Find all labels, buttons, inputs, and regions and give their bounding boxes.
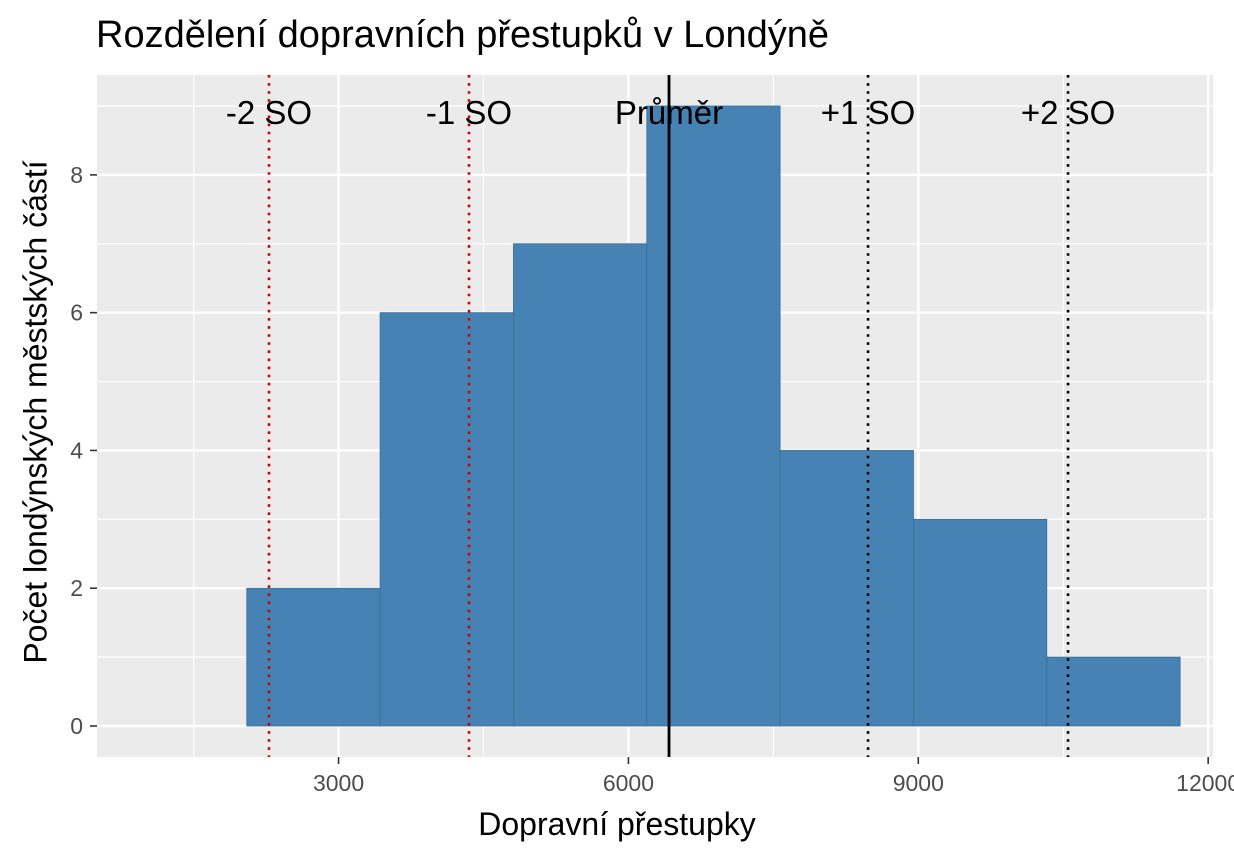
x-tick-label: 3000 [313, 770, 364, 796]
reference-lines [267, 75, 1070, 757]
x-tick-label: 9000 [893, 770, 944, 796]
chart-title: Rozdělení dopravních přestupků v Londýně [96, 14, 830, 56]
histogram-bar [646, 105, 781, 727]
reference-label: -1 SO [426, 94, 512, 131]
histogram-bar [379, 312, 514, 727]
y-tick-label: 4 [70, 437, 83, 463]
histogram-bars [246, 105, 1181, 727]
x-tick-labels: 3000 6000 9000 12000 [313, 770, 1234, 796]
reference-label: +2 SO [1021, 94, 1115, 131]
histogram-bar [779, 450, 914, 727]
x-tick-label: 12000 [1176, 770, 1234, 796]
histogram-bar [913, 518, 1048, 727]
reference-labels: -2 SO -1 SO Průměr +1 SO +2 SO [226, 94, 1115, 131]
axis-ticks [90, 174, 1209, 764]
reference-label: Průměr [615, 94, 723, 131]
histogram-bar [513, 243, 648, 727]
y-tick-label: 8 [70, 162, 83, 188]
x-tick-label: 6000 [603, 770, 654, 796]
y-tick-labels: 0 2 4 6 8 [70, 162, 83, 739]
y-tick-label: 2 [70, 575, 83, 601]
y-axis-title: Počet londýnských městských částí [17, 160, 54, 664]
reference-label: +1 SO [821, 94, 915, 131]
y-tick-label: 6 [70, 300, 83, 326]
x-axis-title: Dopravní přestupky [478, 806, 756, 842]
histogram-bar [246, 587, 381, 727]
reference-label: -2 SO [226, 94, 312, 131]
y-tick-label: 0 [70, 713, 83, 739]
